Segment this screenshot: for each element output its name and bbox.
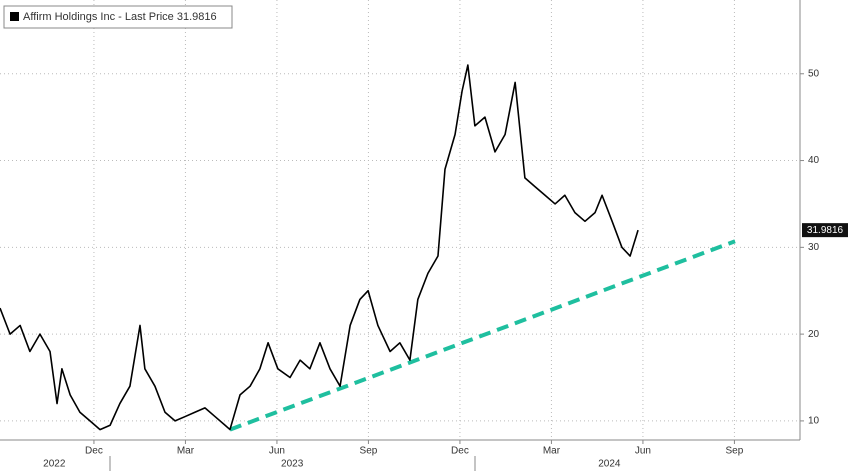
x-tick-label: Sep (726, 446, 744, 457)
legend-label: Affirm Holdings Inc - Last Price 31.9816 (23, 11, 217, 23)
year-label: 2023 (281, 459, 304, 470)
x-tick-label: Dec (451, 446, 469, 457)
y-tick-label: 30 (808, 242, 820, 253)
x-tick-label: Mar (177, 446, 195, 457)
x-tick-label: Mar (543, 446, 561, 457)
grid (0, 0, 800, 440)
year-label: 2024 (598, 459, 621, 470)
y-tick-label: 10 (808, 416, 820, 427)
price-line (0, 64, 639, 431)
legend-box (3, 5, 233, 29)
y-tick-label: 40 (808, 155, 820, 166)
last-price-label: 31.9816 (807, 225, 844, 236)
trend-line (229, 239, 736, 432)
legend: Affirm Holdings Inc - Last Price 31.9816 (3, 5, 233, 29)
x-tick-label: Jun (269, 446, 285, 457)
legend-swatch (10, 12, 19, 21)
x-tick-label: Sep (360, 446, 378, 457)
x-tick-label: Jun (635, 446, 651, 457)
x-tick-label: Dec (85, 446, 103, 457)
year-label: 2022 (43, 459, 66, 470)
y-tick-label: 20 (808, 329, 820, 340)
y-tick-label: 50 (808, 68, 820, 79)
last-price-tag (802, 223, 848, 238)
